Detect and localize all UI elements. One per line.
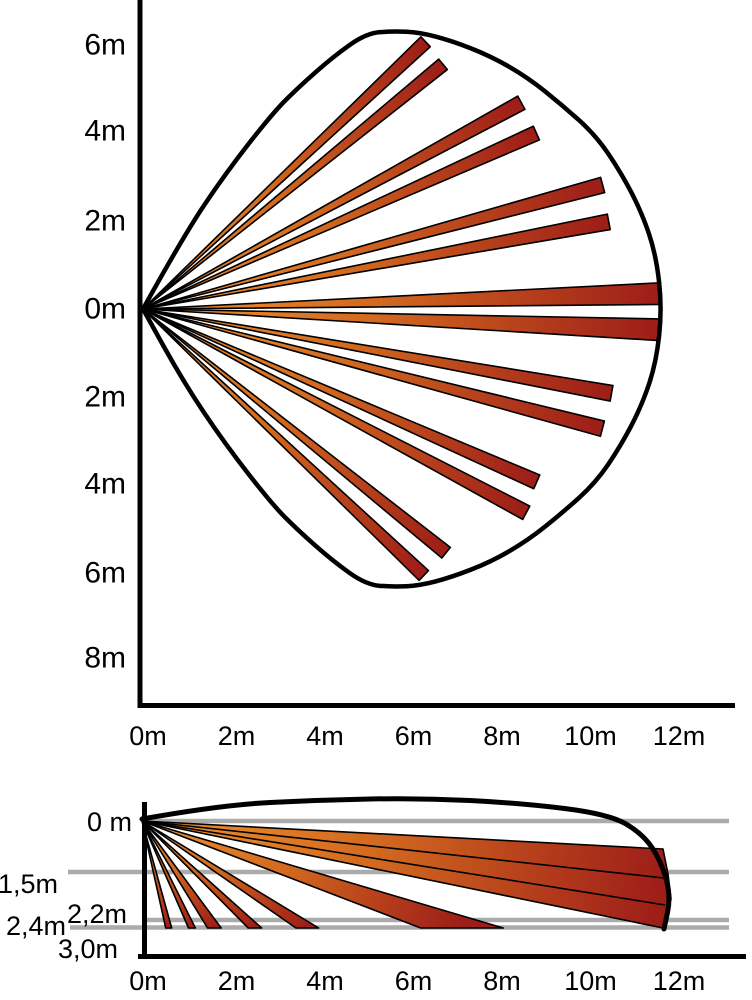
detection-beam <box>142 36 432 310</box>
top-y-tick-label: 2m <box>84 381 126 414</box>
detection-beam <box>142 58 449 310</box>
coverage-envelope-outline <box>140 29 663 589</box>
side-x-tick-label: 2m <box>218 966 256 996</box>
side-x-tick-label: 8m <box>483 966 521 996</box>
side-height-label: 1,5m <box>0 869 58 899</box>
side-x-tick-label: 10m <box>564 966 617 996</box>
detection-beam-floor <box>141 820 263 929</box>
side-x-tick-label: 4m <box>306 966 344 996</box>
detection-beam-floor <box>141 820 197 929</box>
top-y-tick-label: 0m <box>84 293 126 326</box>
detection-beam <box>142 308 531 521</box>
detection-beam <box>142 95 526 310</box>
top-view-beams <box>142 36 662 582</box>
detection-beam <box>142 308 452 559</box>
detection-beam-floor <box>141 820 173 929</box>
top-y-tick-label: 2m <box>84 205 126 238</box>
detection-beam-floor <box>141 820 505 929</box>
top-x-tick-label: 8m <box>483 721 521 751</box>
detection-beam-floor <box>141 820 320 929</box>
side-coverage-outline <box>139 796 672 932</box>
detection-beam-floor <box>141 820 222 929</box>
top-y-tick-label: 4m <box>84 115 126 148</box>
detection-beam <box>142 308 606 438</box>
detection-beam <box>142 308 430 582</box>
detection-beam <box>142 213 612 310</box>
top-view-chart: 6m 4m 2m 0m 2m 4m 6m 8m 0m 2m 4m 6m 8m 10m 12m <box>84 0 735 751</box>
beam-divider-line <box>141 820 665 879</box>
top-y-tick-label: 6m <box>84 29 126 62</box>
side-x-tick-label: 6m <box>395 966 433 996</box>
side-height-label: 2,4m <box>6 911 66 941</box>
beam-divider-line <box>141 820 666 906</box>
side-height-label: 2,2m <box>67 899 127 929</box>
top-x-tick-label: 4m <box>306 721 344 751</box>
detection-beam <box>142 176 606 310</box>
detection-beam <box>142 308 614 402</box>
detection-beam <box>142 308 541 490</box>
top-y-tick-label: 4m <box>84 468 126 501</box>
top-x-tick-label: 0m <box>129 721 167 751</box>
detection-beam <box>142 125 541 310</box>
side-x-tick-label: 12m <box>653 966 706 996</box>
top-y-tick-label: 8m <box>84 642 126 675</box>
side-x-tick-label: 0m <box>129 966 167 996</box>
top-x-tick-label: 12m <box>653 721 706 751</box>
side-view-beams <box>141 820 672 929</box>
top-x-tick-label: 6m <box>395 721 433 751</box>
top-y-tick-label: 6m <box>84 557 126 590</box>
side-height-label: 3,0m <box>58 934 118 964</box>
top-x-tick-label: 10m <box>564 721 617 751</box>
side-height-label: 0 m <box>87 807 132 837</box>
side-view-chart: 0 m 1,5m 2,2m2,4m3,0m 0m 2m 4m 6m 8m 10m 12m <box>0 796 746 996</box>
top-x-tick-label: 2m <box>218 721 256 751</box>
